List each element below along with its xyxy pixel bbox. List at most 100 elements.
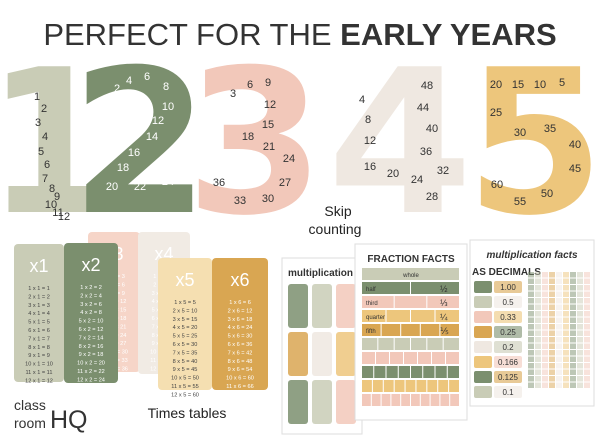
decimal-grid-cell [577, 363, 583, 369]
decimal-grid-cell [577, 272, 583, 278]
skip-count: 3 [230, 88, 236, 100]
big-digit: 1 [0, 26, 113, 259]
card-row: 12 x 5 = 60 [171, 392, 199, 398]
skip-count: 12 [152, 115, 164, 127]
skip-count: 15 [512, 79, 524, 91]
card-row: 12 x 2 = 24 [77, 377, 105, 383]
skip-count: 40 [569, 139, 581, 151]
card-row: 6 x 2 = 12 [79, 327, 104, 333]
card-row: 3 x 5 = 15 [173, 317, 198, 323]
decimal-value: 0.33 [500, 313, 516, 322]
skip-count: 24 [162, 176, 174, 188]
decimal-pill [494, 386, 522, 398]
decimal-grid-cell [563, 330, 569, 336]
card-row: 6 x 1 = 6 [28, 328, 50, 334]
decimal-grid-cell [528, 337, 534, 343]
skip-count: 10 [162, 101, 174, 113]
fraction-bar [404, 352, 417, 364]
decimal-grid-cell [563, 304, 569, 310]
skip-count: 8 [163, 81, 169, 93]
card-row: 10 x 5 = 50 [171, 376, 199, 382]
card-label: x2 [81, 255, 100, 275]
card-row: 8 x 6 = 48 [228, 359, 253, 365]
fraction: ⅓ [440, 298, 448, 308]
fraction-bar [381, 324, 401, 336]
card-row: 1 x 5 = 5 [174, 300, 196, 306]
decimal-grid-cell [535, 376, 541, 382]
fraction-bar [432, 352, 445, 364]
poster-tile [336, 380, 356, 424]
decimal-grid-cell [577, 337, 583, 343]
headline: PERFECT FOR THE EARLY YEARS [43, 17, 556, 52]
decimal-grid-cell [584, 330, 590, 336]
decimal-key [474, 341, 492, 353]
skip-count: 60 [491, 179, 503, 191]
decimal-grid-cell [577, 298, 583, 304]
skip-count: 18 [242, 131, 254, 143]
decimal-grid-cell [542, 291, 548, 297]
decimal-grid-cell [535, 291, 541, 297]
decimal-grid-cell [570, 330, 576, 336]
skip-count: 32 [437, 165, 449, 177]
card-row: 4 x 1 = 4 [28, 311, 50, 317]
skip-count: 20 [106, 181, 118, 193]
decimal-grid-cell [570, 356, 576, 362]
decimal-grid-cell [570, 343, 576, 349]
decimal-grid-cell [549, 278, 555, 284]
fraction-bar [405, 380, 416, 392]
fraction-bar [435, 366, 447, 378]
card-row: 5 x 5 = 25 [173, 334, 198, 340]
fraction-bar [362, 380, 372, 392]
skip-count: 55 [514, 196, 526, 208]
fraction-bar [443, 338, 459, 350]
skip-count: 28 [426, 191, 438, 203]
decimal-grid-cell [577, 285, 583, 291]
decimal-grid-cell [577, 330, 583, 336]
times-card: x2 1 x 2 = 2 2 x 2 = 4 3 x 2 = 6 4 x 2 = 8 5 … [64, 243, 118, 383]
decimal-grid-cell [549, 285, 555, 291]
poster-tile [288, 380, 308, 424]
card-row: 12 x 1 = 12 [25, 378, 53, 384]
skip-count: 14 [146, 131, 158, 143]
fraction-bar [427, 380, 438, 392]
decimal-grid-cell [577, 291, 583, 297]
decimal-value: 0.5 [502, 298, 514, 307]
decimal-grid-cell [528, 317, 534, 323]
fraction-bar [362, 282, 410, 294]
decimal-grid-cell [577, 278, 583, 284]
card-row: 7 x 2 = 14 [79, 335, 104, 341]
decimal-grid-cell [563, 363, 569, 369]
decimal-grid-cell [563, 317, 569, 323]
skip-count: 36 [420, 146, 432, 158]
decimal-grid-cell [528, 324, 534, 330]
skip-count: 22 [134, 181, 146, 193]
decimal-grid-cell [570, 298, 576, 304]
decimal-grid-cell [577, 350, 583, 356]
decimal-grid-cell [584, 285, 590, 291]
card-row: 11 x 2 = 22 [77, 369, 104, 375]
skip-count: 15 [262, 119, 274, 131]
fraction-bar [398, 366, 410, 378]
decimal-grid-cell [556, 343, 562, 349]
fraction-bar [362, 310, 386, 322]
poster-title: FRACTION FACTS [367, 254, 455, 265]
fraction-bar [447, 366, 459, 378]
decimal-grid-cell [570, 285, 576, 291]
poster-title: multiplication facts [486, 250, 578, 261]
decimal-grid-cell [584, 363, 590, 369]
decimal-grid-cell [528, 285, 534, 291]
card-row: 8 x 5 = 40 [173, 359, 198, 365]
fraction-bar [394, 338, 410, 350]
decimal-value: 0.25 [500, 328, 516, 337]
skip-count: 8 [365, 114, 371, 126]
skip-count: 50 [541, 188, 553, 200]
fraction-bar [411, 394, 420, 406]
decimal-grid-cell [535, 317, 541, 323]
decimal-grid-cell [542, 317, 548, 323]
fraction-bar [411, 310, 435, 322]
decimal-grid-cell [577, 304, 583, 310]
decimal-grid-cell [584, 343, 590, 349]
card-row: 7 x 1 = 7 [28, 336, 50, 342]
card-row: 6 x 5 = 30 [173, 342, 198, 348]
decimal-grid-cell [535, 330, 541, 336]
